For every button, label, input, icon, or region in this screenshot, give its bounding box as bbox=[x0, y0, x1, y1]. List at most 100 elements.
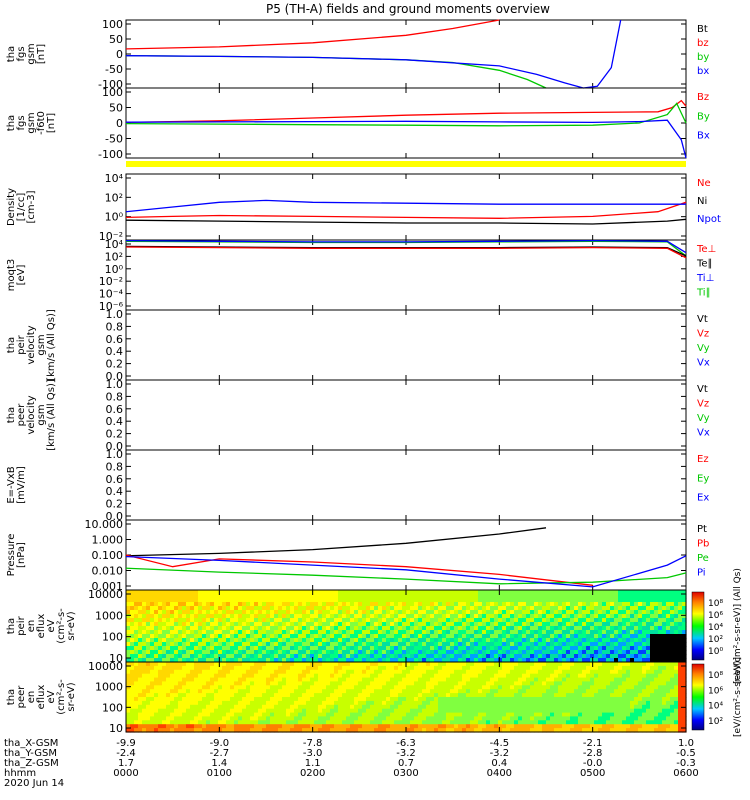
heatmap-cell bbox=[314, 716, 319, 721]
heatmap-cell bbox=[486, 626, 491, 631]
heatmap-cell bbox=[354, 662, 359, 667]
heatmap-cell bbox=[450, 724, 455, 729]
series-line-Pe bbox=[125, 567, 687, 585]
heatmap-cell bbox=[426, 630, 431, 635]
heatmap-cell bbox=[582, 712, 587, 718]
heatmap-cell bbox=[542, 590, 547, 595]
heatmap-cell bbox=[382, 646, 387, 651]
heatmap-cell bbox=[158, 618, 163, 623]
heatmap-cell bbox=[374, 590, 379, 595]
heatmap-cell bbox=[258, 614, 263, 619]
heatmap-cell bbox=[230, 677, 235, 683]
heatmap-cell bbox=[554, 614, 559, 619]
heatmap-cell bbox=[198, 728, 203, 733]
heatmap-cell bbox=[246, 712, 251, 718]
heatmap-cell bbox=[450, 602, 455, 607]
heatmap-cell bbox=[374, 658, 379, 663]
heatmap-cell bbox=[226, 602, 231, 607]
heatmap-cell bbox=[430, 626, 435, 631]
heatmap-cell bbox=[406, 681, 411, 686]
heatmap-cell bbox=[306, 610, 311, 615]
heatmap-cell bbox=[290, 638, 295, 643]
heatmap-cell bbox=[170, 665, 175, 671]
heatmap-cell bbox=[486, 614, 491, 619]
heatmap-cell bbox=[514, 700, 519, 706]
heatmap-cell bbox=[274, 704, 279, 710]
heatmap-cell bbox=[338, 650, 343, 655]
heatmap-cell bbox=[366, 681, 371, 686]
heatmap-cell bbox=[526, 677, 531, 683]
heatmap-cell bbox=[198, 610, 203, 615]
heatmap-cell bbox=[486, 630, 491, 635]
heatmap-cell bbox=[166, 590, 171, 595]
heatmap-cell bbox=[426, 658, 431, 663]
heatmap-cell bbox=[674, 606, 679, 611]
heatmap-cell bbox=[366, 590, 371, 595]
heatmap-cell bbox=[314, 689, 319, 694]
heatmap-cell bbox=[210, 642, 215, 647]
heatmap-cell bbox=[338, 598, 343, 603]
heatmap-cell bbox=[510, 693, 515, 698]
heatmap-cell bbox=[478, 606, 483, 611]
heatmap-cell bbox=[146, 646, 151, 651]
heatmap-cell bbox=[462, 673, 467, 679]
heatmap-cell bbox=[486, 689, 491, 694]
heatmap-cell bbox=[138, 622, 143, 627]
heatmap-cell bbox=[286, 642, 291, 647]
heatmap-cell bbox=[654, 654, 659, 659]
heatmap-cell bbox=[414, 614, 419, 619]
heatmap-cell bbox=[170, 610, 175, 615]
heatmap-cell bbox=[502, 681, 507, 686]
series-line-Te⊥ bbox=[125, 246, 687, 259]
heatmap-cell bbox=[170, 700, 175, 706]
heatmap-cell bbox=[194, 606, 199, 611]
heatmap-cell bbox=[570, 654, 575, 659]
heatmap-cell bbox=[554, 602, 559, 607]
series-line-by bbox=[125, 55, 547, 89]
heatmap-cell bbox=[674, 610, 679, 615]
heatmap-cell bbox=[330, 638, 335, 643]
heatmap-cell bbox=[242, 689, 247, 694]
heatmap-cell bbox=[314, 658, 319, 663]
heatmap-cell bbox=[190, 598, 195, 603]
heatmap-cell bbox=[210, 720, 215, 725]
heatmap-cell bbox=[374, 638, 379, 643]
heatmap-cell bbox=[266, 622, 271, 627]
heatmap-cell bbox=[214, 728, 219, 733]
heatmap-cell bbox=[250, 665, 255, 671]
heatmap-cell bbox=[462, 724, 467, 729]
heatmap-cell bbox=[450, 594, 455, 599]
heatmap-cell bbox=[566, 689, 571, 694]
heatmap-cell bbox=[142, 650, 147, 655]
heatmap-cell bbox=[310, 704, 315, 710]
heatmap-cell bbox=[386, 610, 391, 615]
heatmap-cell bbox=[270, 642, 275, 647]
heatmap-cell bbox=[294, 658, 299, 663]
heatmap-cell bbox=[174, 626, 179, 631]
heatmap-cell bbox=[262, 669, 267, 675]
heatmap-cell bbox=[334, 594, 339, 599]
heatmap-cell bbox=[398, 642, 403, 647]
heatmap-cell bbox=[338, 716, 343, 721]
heatmap-cell bbox=[286, 720, 291, 725]
heatmap-cell bbox=[370, 654, 375, 659]
heatmap-cell bbox=[378, 598, 383, 603]
heatmap-cell bbox=[470, 669, 475, 675]
heatmap-cell bbox=[166, 689, 171, 694]
heatmap-cell bbox=[326, 634, 331, 639]
heatmap-cell bbox=[582, 594, 587, 599]
heatmap-cell bbox=[362, 654, 367, 659]
heatmap-cell bbox=[642, 622, 647, 627]
heatmap-cell bbox=[146, 716, 151, 721]
heatmap-cell bbox=[562, 669, 567, 675]
heatmap-cell bbox=[478, 700, 483, 706]
ylabel-line: [km/s (All Qs)] bbox=[46, 309, 57, 381]
heatmap-cell bbox=[318, 654, 323, 659]
heatmap-cell bbox=[330, 630, 335, 635]
heatmap-cell bbox=[466, 728, 471, 733]
heatmap-cell bbox=[286, 716, 291, 721]
heatmap-cell bbox=[266, 646, 271, 651]
heatmap-cell bbox=[470, 614, 475, 619]
heatmap-cell bbox=[522, 720, 527, 725]
